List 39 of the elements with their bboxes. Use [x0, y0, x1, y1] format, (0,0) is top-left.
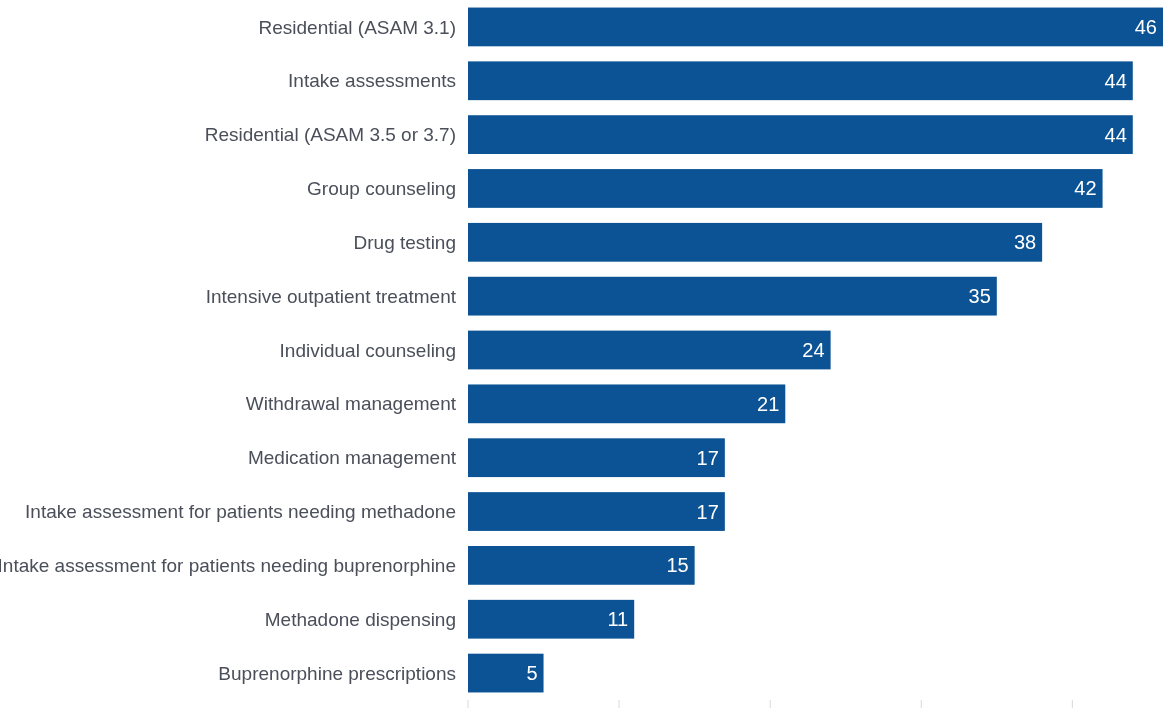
- y-tick-label: Residential (ASAM 3.5 or 3.7): [204, 124, 456, 146]
- y-tick-label: Individual counseling: [279, 339, 456, 361]
- bar: [468, 115, 1133, 154]
- bar: [468, 599, 635, 639]
- data-label: 24: [802, 339, 825, 361]
- y-tick-label: Medication management: [247, 447, 457, 469]
- bar: [468, 7, 1163, 47]
- bar: [468, 169, 1103, 208]
- data-label: 17: [696, 446, 719, 469]
- y-tick-label: Intensive outpatient treatment: [205, 285, 457, 307]
- data-label: 44: [1104, 123, 1127, 146]
- data-label: 21: [757, 392, 780, 415]
- y-tick-label: Buprenorphine prescriptions: [218, 662, 456, 684]
- y-tick-label: Drug testing: [353, 231, 456, 253]
- bar: [468, 222, 1043, 262]
- data-label: 5: [526, 662, 538, 685]
- bar: [468, 546, 695, 585]
- y-tick-label: Residential (ASAM 3.1): [258, 16, 456, 38]
- data-label: 35: [968, 285, 991, 308]
- y-tick-label: Withdrawal management: [245, 393, 457, 415]
- bar: [468, 384, 786, 424]
- data-label: 42: [1074, 177, 1097, 200]
- data-label: 17: [696, 500, 719, 523]
- y-tick-label: Intake assessment for patients needing methadone: [25, 501, 456, 523]
- data-label: 46: [1134, 15, 1157, 38]
- data-label: 44: [1104, 69, 1127, 92]
- data-label: 11: [607, 608, 629, 631]
- bar: [468, 276, 997, 316]
- bar: [468, 330, 831, 370]
- bar: [468, 61, 1133, 101]
- bar: [468, 438, 725, 478]
- bar: [468, 492, 725, 531]
- y-tick-label: Methadone dispensing: [264, 608, 456, 630]
- y-tick-label: Intake assessment for patients needing buprenorphine: [0, 555, 456, 577]
- y-tick-label: Intake assessments: [288, 70, 456, 92]
- bar: [468, 653, 544, 693]
- data-label: 38: [1013, 231, 1037, 254]
- y-tick-label: Group counseling: [307, 178, 456, 200]
- data-label: 15: [666, 554, 689, 577]
